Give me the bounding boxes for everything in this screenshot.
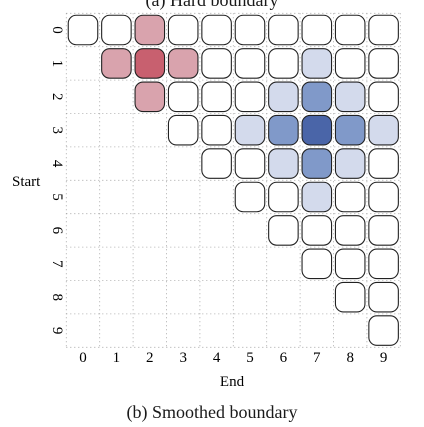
highlighted-span-cell <box>268 81 299 113</box>
span-cell <box>334 14 366 46</box>
span-cell <box>301 14 333 46</box>
span-cell <box>368 181 399 213</box>
span-cell <box>334 248 366 280</box>
span-cell <box>234 148 266 179</box>
row-tick-label: 4 <box>49 160 65 168</box>
span-cell <box>334 215 366 246</box>
col-tick-label: 0 <box>79 350 87 366</box>
x-axis-label: End <box>220 374 245 390</box>
span-cell <box>101 14 132 46</box>
col-tick-label: 4 <box>213 350 221 366</box>
col-tick-label: 6 <box>280 350 288 366</box>
span-cell <box>368 248 399 280</box>
highlighted-span-cell <box>134 81 166 113</box>
row-tick-label: 2 <box>49 93 65 101</box>
row-tick-label: 1 <box>49 60 65 68</box>
span-cell <box>368 48 399 79</box>
highlighted-span-cell <box>301 114 333 146</box>
highlighted-span-cell <box>101 48 132 79</box>
col-tick-label: 7 <box>313 350 321 366</box>
span-cell <box>301 248 333 280</box>
highlighted-span-cell <box>134 14 166 46</box>
span-cell <box>368 148 399 179</box>
row-tick-label: 7 <box>49 260 65 268</box>
highlighted-span-cell <box>167 48 199 79</box>
span-cell <box>201 148 232 179</box>
row-tick-label: 3 <box>49 126 65 134</box>
span-cell <box>368 215 399 246</box>
span-cell <box>201 14 232 46</box>
col-tick-label: 9 <box>380 350 388 366</box>
span-cell <box>234 81 266 113</box>
highlighted-span-cell <box>301 148 333 179</box>
highlighted-span-cell <box>334 81 366 113</box>
col-tick-label: 8 <box>346 350 354 366</box>
span-cell <box>334 181 366 213</box>
row-tick-label: 8 <box>49 293 65 301</box>
highlighted-span-cell <box>301 181 333 213</box>
span-cell <box>167 114 199 146</box>
span-cell <box>334 281 366 313</box>
col-tick-label: 3 <box>179 350 187 366</box>
row-tick-label: 6 <box>49 227 65 235</box>
span-cell <box>368 315 399 346</box>
span-cell <box>268 14 299 46</box>
highlighted-span-cell <box>268 148 299 179</box>
span-cell <box>167 14 199 46</box>
span-cell <box>67 14 99 46</box>
row-tick-label: 9 <box>49 327 65 335</box>
y-axis-label: Start <box>12 174 41 190</box>
row-tick-label: 0 <box>49 26 65 34</box>
row-tick-label: 5 <box>49 193 65 201</box>
top-caption-cut: (a) Hard boundary <box>145 0 279 10</box>
span-cell <box>201 81 232 113</box>
span-cell <box>301 215 333 246</box>
span-cell <box>268 181 299 213</box>
figure-caption: (b) Smoothed boundary <box>126 402 298 422</box>
span-cell <box>234 48 266 79</box>
span-cell <box>268 48 299 79</box>
col-tick-label: 1 <box>113 350 121 366</box>
highlighted-span-cell <box>234 114 266 146</box>
span-cell <box>268 215 299 246</box>
span-cell <box>368 281 399 313</box>
span-cell <box>234 14 266 46</box>
highlighted-span-cell <box>134 48 166 79</box>
span-cell <box>368 81 399 113</box>
col-tick-label: 2 <box>146 350 154 366</box>
span-cell <box>167 81 199 113</box>
highlighted-span-cell <box>368 114 399 146</box>
span-cell <box>334 48 366 79</box>
span-cell <box>234 181 266 213</box>
highlighted-span-cell <box>334 148 366 179</box>
highlighted-span-cell <box>268 114 299 146</box>
col-tick-label: 5 <box>246 350 254 366</box>
span-cell <box>368 14 399 46</box>
span-cell <box>201 114 232 146</box>
span-cell <box>201 48 232 79</box>
highlighted-span-cell <box>301 48 333 79</box>
highlighted-span-cell <box>334 114 366 146</box>
highlighted-span-cell <box>301 81 333 113</box>
